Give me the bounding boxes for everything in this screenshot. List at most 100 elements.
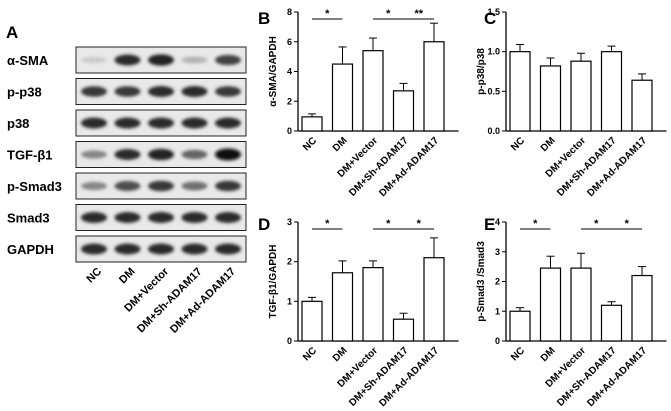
protein-label: p38 <box>7 116 29 131</box>
y-tick-label: 3 <box>495 247 500 257</box>
blot-band <box>114 149 141 160</box>
x-tick-label: DM+Ad-ADAM17 <box>585 135 649 199</box>
blot-band <box>215 117 241 129</box>
bar <box>600 304 623 342</box>
y-tick-label: 2 <box>495 277 500 287</box>
blot-band <box>114 117 141 129</box>
y-tick-label: 2 <box>287 96 292 106</box>
y-tick-label: 6 <box>287 37 292 47</box>
x-tick-label: DM <box>331 135 350 154</box>
panel-label: D <box>258 215 270 234</box>
y-tick-label: 2 <box>287 257 292 267</box>
x-tick-label: DM+Ad-ADAM17 <box>377 345 441 409</box>
bar <box>331 63 354 132</box>
significance-label: * <box>625 218 630 230</box>
protein-label: Smad3 <box>7 211 50 226</box>
y-tick-label: 1 <box>287 296 292 306</box>
bar <box>301 116 323 132</box>
blot-band <box>215 54 241 66</box>
y-tick-label: 4 <box>495 217 500 227</box>
x-tick-label: NC <box>301 345 319 363</box>
bar <box>392 318 415 342</box>
lane-label: DM+Ad-ADAM17 <box>168 266 238 336</box>
panel-label: B <box>258 9 270 28</box>
blot-band <box>148 54 174 66</box>
significance-label: ** <box>414 8 423 20</box>
y-tick-label: 0 <box>287 126 292 136</box>
bar <box>331 272 354 342</box>
blot-band <box>181 149 208 160</box>
blot-band <box>81 150 107 159</box>
bar <box>423 257 445 342</box>
significance-label: * <box>533 218 538 230</box>
x-tick-label: DM+Ad-ADAM17 <box>585 345 649 409</box>
y-tick-label: 4 <box>287 67 292 77</box>
blot-band <box>114 212 141 223</box>
blot-band <box>148 148 174 161</box>
blot-band <box>215 243 241 255</box>
bar <box>509 51 531 132</box>
x-tick-label: DM <box>539 345 558 364</box>
bar <box>301 300 323 342</box>
y-tick-label: 1.0 <box>487 47 500 57</box>
bar <box>600 51 623 132</box>
blot-band <box>114 181 141 191</box>
y-tick-label: 1.5 <box>487 7 500 17</box>
y-tick-label: 0.5 <box>487 86 500 96</box>
bar <box>509 310 531 342</box>
y-axis-label: p-p38/p38 <box>476 48 487 95</box>
x-tick-label: DM+Ad-ADAM17 <box>377 135 441 199</box>
panel-label: C <box>484 9 496 28</box>
blot-band <box>215 212 241 223</box>
y-tick-label: 3 <box>287 217 292 227</box>
y-tick-label: 0.0 <box>487 126 500 136</box>
protein-label: α-SMA <box>7 53 49 68</box>
blot-band <box>148 212 174 223</box>
lane-label: DM <box>117 266 138 287</box>
y-axis-label: α-SMA/GAPDH <box>268 36 279 107</box>
significance-label: * <box>386 218 391 230</box>
bar <box>539 65 562 132</box>
x-tick-label: NC <box>301 135 319 153</box>
blot-band <box>114 86 141 97</box>
bar <box>423 41 445 132</box>
blot-band <box>181 243 208 255</box>
blot-band <box>81 243 107 255</box>
protein-label: p-Smad3 <box>7 179 62 194</box>
lane-label: NC <box>84 266 104 286</box>
protein-label: GAPDH <box>7 242 54 257</box>
y-tick-label: 1 <box>495 306 500 316</box>
bar <box>570 60 592 132</box>
panel-label: E <box>484 215 495 234</box>
blot-band <box>148 243 174 255</box>
y-axis-label: TGF-β1/GAPDH <box>268 245 279 319</box>
bar <box>539 267 562 342</box>
blot-band <box>114 243 141 255</box>
blot-band <box>181 181 208 191</box>
y-tick-label: 8 <box>287 7 292 17</box>
blot-band <box>181 56 208 64</box>
x-tick-label: DM <box>331 345 350 364</box>
y-axis-label: p-Smad3 /Smad3 <box>476 241 487 322</box>
blot-band <box>81 212 107 223</box>
bar <box>631 79 653 132</box>
blot-band <box>148 86 174 97</box>
blot-band <box>81 56 107 64</box>
blot-band <box>81 117 107 129</box>
x-tick-label: NC <box>509 345 527 363</box>
bar <box>362 50 384 132</box>
x-tick-label: DM <box>539 135 558 154</box>
blot-band <box>148 117 174 129</box>
x-tick-label: NC <box>509 135 527 153</box>
blot-band <box>181 212 208 223</box>
blot-band <box>181 86 208 97</box>
blot-band <box>114 54 141 66</box>
blot-band <box>81 181 107 191</box>
significance-label: * <box>325 218 330 230</box>
panel-label-a: A <box>6 23 18 42</box>
